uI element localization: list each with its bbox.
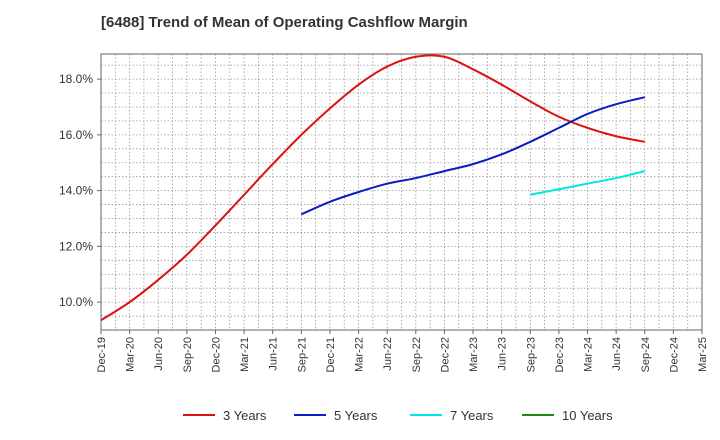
x-tick-label: Mar-21 bbox=[239, 337, 251, 372]
legend-label-5-years: 5 Years bbox=[334, 408, 378, 423]
x-tick-label: Jun-20 bbox=[153, 337, 165, 371]
series-line-7-years bbox=[530, 170, 645, 196]
series-line-5-years bbox=[300, 96, 645, 216]
x-tick-label: Jun-24 bbox=[611, 337, 623, 371]
gridlines bbox=[100, 54, 703, 330]
legend-label-7-years: 7 Years bbox=[450, 408, 494, 423]
y-axis: 10.0% 12.0% 14.0% 16.0% 18.0% bbox=[59, 72, 101, 309]
y-tick-label: 10.0% bbox=[59, 295, 93, 309]
x-tick-label: Sep-24 bbox=[640, 337, 652, 372]
legend: 3 Years 5 Years 7 Years 10 Years bbox=[183, 408, 613, 423]
x-tick-label: Jun-22 bbox=[382, 337, 394, 371]
x-tick-label: Mar-25 bbox=[697, 337, 709, 372]
x-tick-label: Mar-24 bbox=[583, 337, 595, 372]
x-tick-label: Dec-24 bbox=[668, 337, 680, 372]
series-line-3-years bbox=[100, 54, 645, 322]
x-tick-label: Dec-22 bbox=[439, 337, 451, 372]
x-tick-label: Sep-22 bbox=[411, 337, 423, 372]
plot-area-frame bbox=[100, 53, 703, 331]
legend-label-10-years: 10 Years bbox=[562, 408, 613, 423]
x-tick-label: Mar-20 bbox=[125, 337, 137, 372]
x-tick-label: Mar-22 bbox=[354, 337, 366, 372]
y-tick-label: 18.0% bbox=[59, 72, 93, 86]
x-tick-label: Dec-21 bbox=[325, 337, 337, 372]
x-tick-label: Sep-20 bbox=[182, 337, 194, 372]
chart-title: [6488] Trend of Mean of Operating Cashfl… bbox=[101, 14, 468, 31]
y-tick-label: 12.0% bbox=[59, 239, 93, 253]
x-tick-label: Jun-21 bbox=[268, 337, 280, 371]
y-tick-label: 16.0% bbox=[59, 128, 93, 142]
x-tick-label: Jun-23 bbox=[497, 337, 509, 371]
legend-label-3-years: 3 Years bbox=[223, 408, 267, 423]
y-tick-label: 14.0% bbox=[59, 184, 93, 198]
x-tick-label: Sep-21 bbox=[296, 337, 308, 372]
x-tick-label: Sep-23 bbox=[525, 337, 537, 372]
x-tick-label: Mar-23 bbox=[468, 337, 480, 372]
x-axis: Dec-19 Mar-20 Jun-20 Sep-20 Dec-20 Mar-21 Jun-… bbox=[96, 330, 709, 372]
series-lines bbox=[100, 54, 645, 322]
x-tick-label: Dec-20 bbox=[210, 337, 222, 372]
x-tick-label: Dec-23 bbox=[554, 337, 566, 372]
x-tick-label: Dec-19 bbox=[96, 337, 108, 372]
